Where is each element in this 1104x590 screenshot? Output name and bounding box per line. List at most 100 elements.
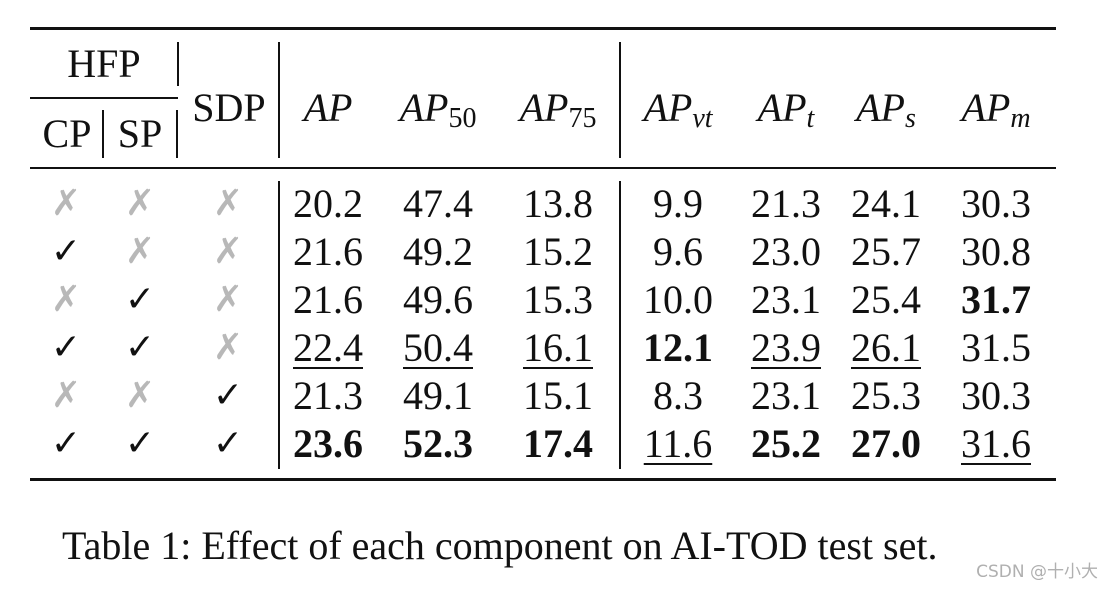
header-sdp: SDP [192,85,266,130]
cross-icon: ✗ [212,231,244,272]
cell-value: 30.3 [961,181,1031,226]
watermark: CSDN @十小大 [976,562,1098,582]
cell-value: 15.1 [523,373,593,418]
table-cell: 21.6 [278,228,378,276]
table-cell: 30.3 [946,372,1046,420]
header-hfp: HFP [67,41,141,86]
ap75-right-rule-body [619,181,621,469]
table-cell: 49.2 [388,228,488,276]
cell-value: 26.1 [851,325,921,370]
header-metric-base: AP [519,85,569,130]
header-sp: SP [117,111,163,156]
header-metric: APvt [618,84,738,143]
cell-value: 23.0 [751,229,821,274]
table-cell: 24.1 [836,180,936,228]
cell-value: 49.1 [403,373,473,418]
cross-icon: ✗ [124,375,156,416]
cell-value: 23.6 [293,421,363,466]
table-cell: 23.1 [736,372,836,420]
check-icon: ✓ [50,231,82,272]
header-metric: AP [268,84,388,132]
cell-value: 21.6 [293,229,363,274]
table-cell: 21.3 [278,372,378,420]
ap75-right-rule-header [619,42,621,158]
header-metric-sub: s [904,103,916,134]
table-cell: 30.8 [946,228,1046,276]
table-cell: 23.6 [278,420,378,468]
cell-value: 22.4 [293,325,363,370]
cell-value: 16.1 [523,325,593,370]
table-caption: Table 1: Effect of each component on AI-… [62,523,938,568]
check-icon: ✓ [124,279,156,320]
cell-value: 52.3 [403,421,473,466]
table-cell: 52.3 [388,420,488,468]
cell-value: 13.8 [523,181,593,226]
cell-value: 30.8 [961,229,1031,274]
table-cell: 25.7 [836,228,936,276]
header-metric-base: AP [757,85,807,130]
cell-value: 23.1 [751,373,821,418]
header-metric-sub: t [806,103,815,134]
header-metric-sub: vt [692,103,713,134]
table-cell: 31.5 [946,324,1046,372]
header-metric-sub: 75 [568,103,597,134]
cross-icon: ✗ [50,375,82,416]
hfp-sep-rule [177,42,179,86]
table-cell: 11.6 [628,420,728,468]
cell-value: 25.7 [851,229,921,274]
cell-value: 27.0 [851,421,921,466]
cell-value: 21.3 [293,373,363,418]
cell-value: 23.1 [751,277,821,322]
check-icon: ✓ [124,423,156,464]
table-cell: 8.3 [628,372,728,420]
cell-value: 20.2 [293,181,363,226]
table-cell: 16.1 [508,324,608,372]
table-cell: 30.3 [946,180,1046,228]
header-metric: AP50 [378,84,498,143]
check-icon: ✓ [212,375,244,416]
bottom-rule [30,478,1056,481]
cell-value: 10.0 [643,277,713,322]
cell-value: 17.4 [523,421,593,466]
cell-value: 31.6 [961,421,1031,466]
cell-value: 31.7 [961,277,1031,322]
cell-value: 24.1 [851,181,921,226]
sdp-right-rule-body [278,181,280,469]
cell-value: 9.9 [653,181,703,226]
cell-value: 25.3 [851,373,921,418]
check-icon: ✓ [124,327,156,368]
cross-icon: ✗ [50,183,82,224]
table-cell: 25.4 [836,276,936,324]
table-cell: 21.6 [278,276,378,324]
table-cell: 25.3 [836,372,936,420]
table-cell: 22.4 [278,324,378,372]
cell-value: 49.6 [403,277,473,322]
cross-icon: ✗ [124,231,156,272]
cell-value: 9.6 [653,229,703,274]
table-cell: 31.6 [946,420,1046,468]
table-cell: 9.6 [628,228,728,276]
header-metric-sub: m [1010,103,1031,134]
cell-value: 31.5 [961,325,1031,370]
sdp-right-rule-header [278,42,280,158]
cell-value: 23.9 [751,325,821,370]
table-cell: 20.2 [278,180,378,228]
cell-value: 30.3 [961,373,1031,418]
cell-value: 21.3 [751,181,821,226]
header-metric: APt [726,84,846,143]
table-cell: 25.2 [736,420,836,468]
table-cell: 17.4 [508,420,608,468]
cell-value: 47.4 [403,181,473,226]
header-metric-base: AP [856,85,905,130]
cell-value: 12.1 [643,325,713,370]
cross-icon: ✗ [212,279,244,320]
table-cell: 23.0 [736,228,836,276]
table-cell: 23.9 [736,324,836,372]
table-cell: 15.3 [508,276,608,324]
header-metric-base: AP [399,85,449,130]
header-metric: APs [826,84,946,143]
table-cell: 15.2 [508,228,608,276]
cell-value: 11.6 [643,421,713,466]
header-metric-base: AP [303,85,353,130]
table-cell: 23.1 [736,276,836,324]
